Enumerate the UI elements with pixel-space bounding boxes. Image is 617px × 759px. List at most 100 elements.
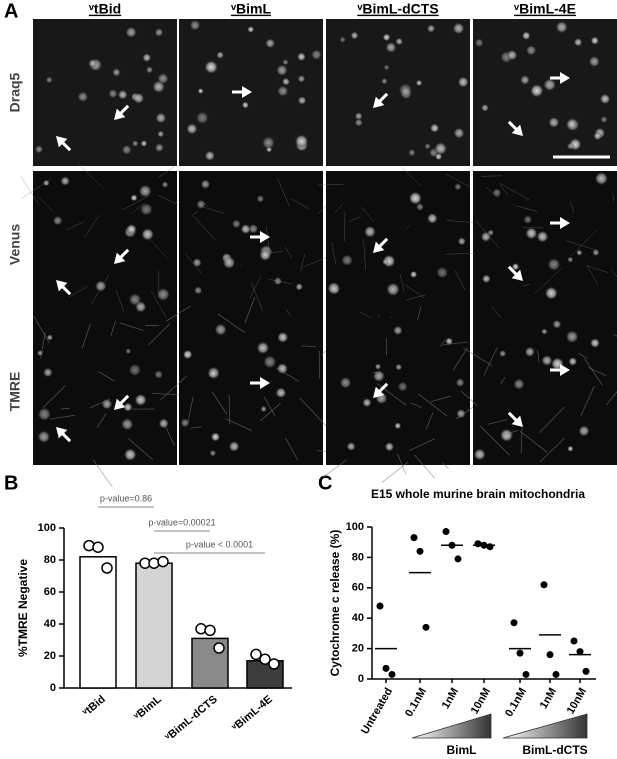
micrograph	[20, 163, 185, 319]
cell	[327, 281, 341, 296]
cell	[45, 76, 53, 84]
cell	[158, 418, 169, 429]
data-point	[92, 541, 104, 553]
cell	[341, 254, 354, 267]
cell	[154, 143, 164, 153]
process	[285, 438, 299, 461]
cell	[216, 51, 224, 59]
chart-title: E15 whole murine brain mitochondria	[371, 487, 585, 501]
process	[417, 393, 448, 417]
cell	[576, 249, 583, 256]
process	[577, 352, 588, 360]
process	[580, 385, 595, 417]
data-point	[259, 653, 271, 665]
process	[445, 253, 476, 255]
process	[522, 283, 531, 287]
x-tick-label: ᵛBimL-4E	[229, 693, 275, 734]
process	[199, 205, 225, 214]
data-point	[510, 619, 518, 627]
process	[399, 273, 405, 292]
cell	[408, 191, 423, 205]
process	[21, 178, 52, 200]
cell	[363, 225, 377, 238]
cell	[339, 36, 346, 43]
process	[611, 268, 617, 278]
cell	[548, 116, 560, 129]
process	[128, 438, 154, 461]
cell	[194, 286, 203, 295]
cell	[130, 194, 138, 202]
process	[534, 267, 563, 294]
panel-label: B	[4, 472, 18, 494]
cell	[154, 370, 164, 380]
cell	[214, 323, 227, 336]
cell	[186, 123, 198, 135]
cell	[536, 230, 549, 243]
cell	[409, 270, 418, 279]
arrow-head	[260, 231, 270, 243]
cell	[593, 131, 602, 141]
cell	[599, 93, 611, 105]
cell	[521, 31, 531, 41]
micrograph	[445, 171, 617, 320]
process	[89, 398, 111, 409]
data-point	[576, 648, 584, 656]
process	[290, 198, 310, 210]
cell	[241, 101, 249, 109]
cell	[276, 64, 288, 77]
cell	[42, 179, 50, 187]
process	[90, 275, 109, 305]
data-point	[570, 637, 578, 645]
cell	[398, 82, 413, 97]
process	[260, 402, 281, 422]
annotation: p-value=0.00021	[148, 517, 215, 527]
cell	[180, 418, 190, 428]
data-point	[376, 602, 384, 610]
process	[516, 205, 538, 212]
cell	[157, 72, 169, 85]
cell	[567, 256, 574, 263]
cell	[492, 188, 502, 198]
process	[397, 453, 407, 475]
annotation: p-value=0.86	[100, 493, 152, 503]
x-tick-label: 10nM	[469, 686, 493, 716]
cell	[275, 387, 287, 399]
process	[217, 313, 246, 334]
y-tick-label: 20	[44, 650, 56, 662]
cell	[182, 349, 193, 360]
process	[499, 182, 530, 200]
process	[445, 173, 471, 188]
cell	[140, 140, 148, 147]
cell	[263, 355, 277, 369]
data-point	[540, 581, 548, 589]
cell	[506, 49, 518, 61]
process	[125, 227, 130, 235]
process	[453, 269, 466, 290]
cell	[566, 118, 578, 130]
cell	[481, 274, 491, 284]
arrow-head	[511, 124, 523, 136]
cell	[154, 27, 164, 37]
x-tick-label: 1nM	[440, 686, 461, 711]
cell	[296, 52, 306, 62]
process	[430, 395, 452, 403]
cell	[429, 123, 440, 133]
cell	[204, 150, 216, 162]
process	[442, 462, 450, 470]
cell	[134, 393, 147, 407]
cell	[386, 282, 400, 297]
bar	[135, 562, 173, 689]
process	[404, 284, 425, 299]
process	[81, 323, 91, 349]
data-point	[442, 528, 450, 536]
cell	[259, 249, 272, 262]
cell	[60, 176, 71, 186]
cell	[277, 331, 289, 344]
x-tick-label: ᵛtBid	[80, 693, 108, 719]
cell	[134, 301, 147, 313]
cell	[52, 215, 63, 226]
process	[612, 193, 614, 202]
y-tick-label: 20	[352, 643, 364, 655]
cell	[445, 337, 454, 346]
process	[132, 202, 146, 214]
